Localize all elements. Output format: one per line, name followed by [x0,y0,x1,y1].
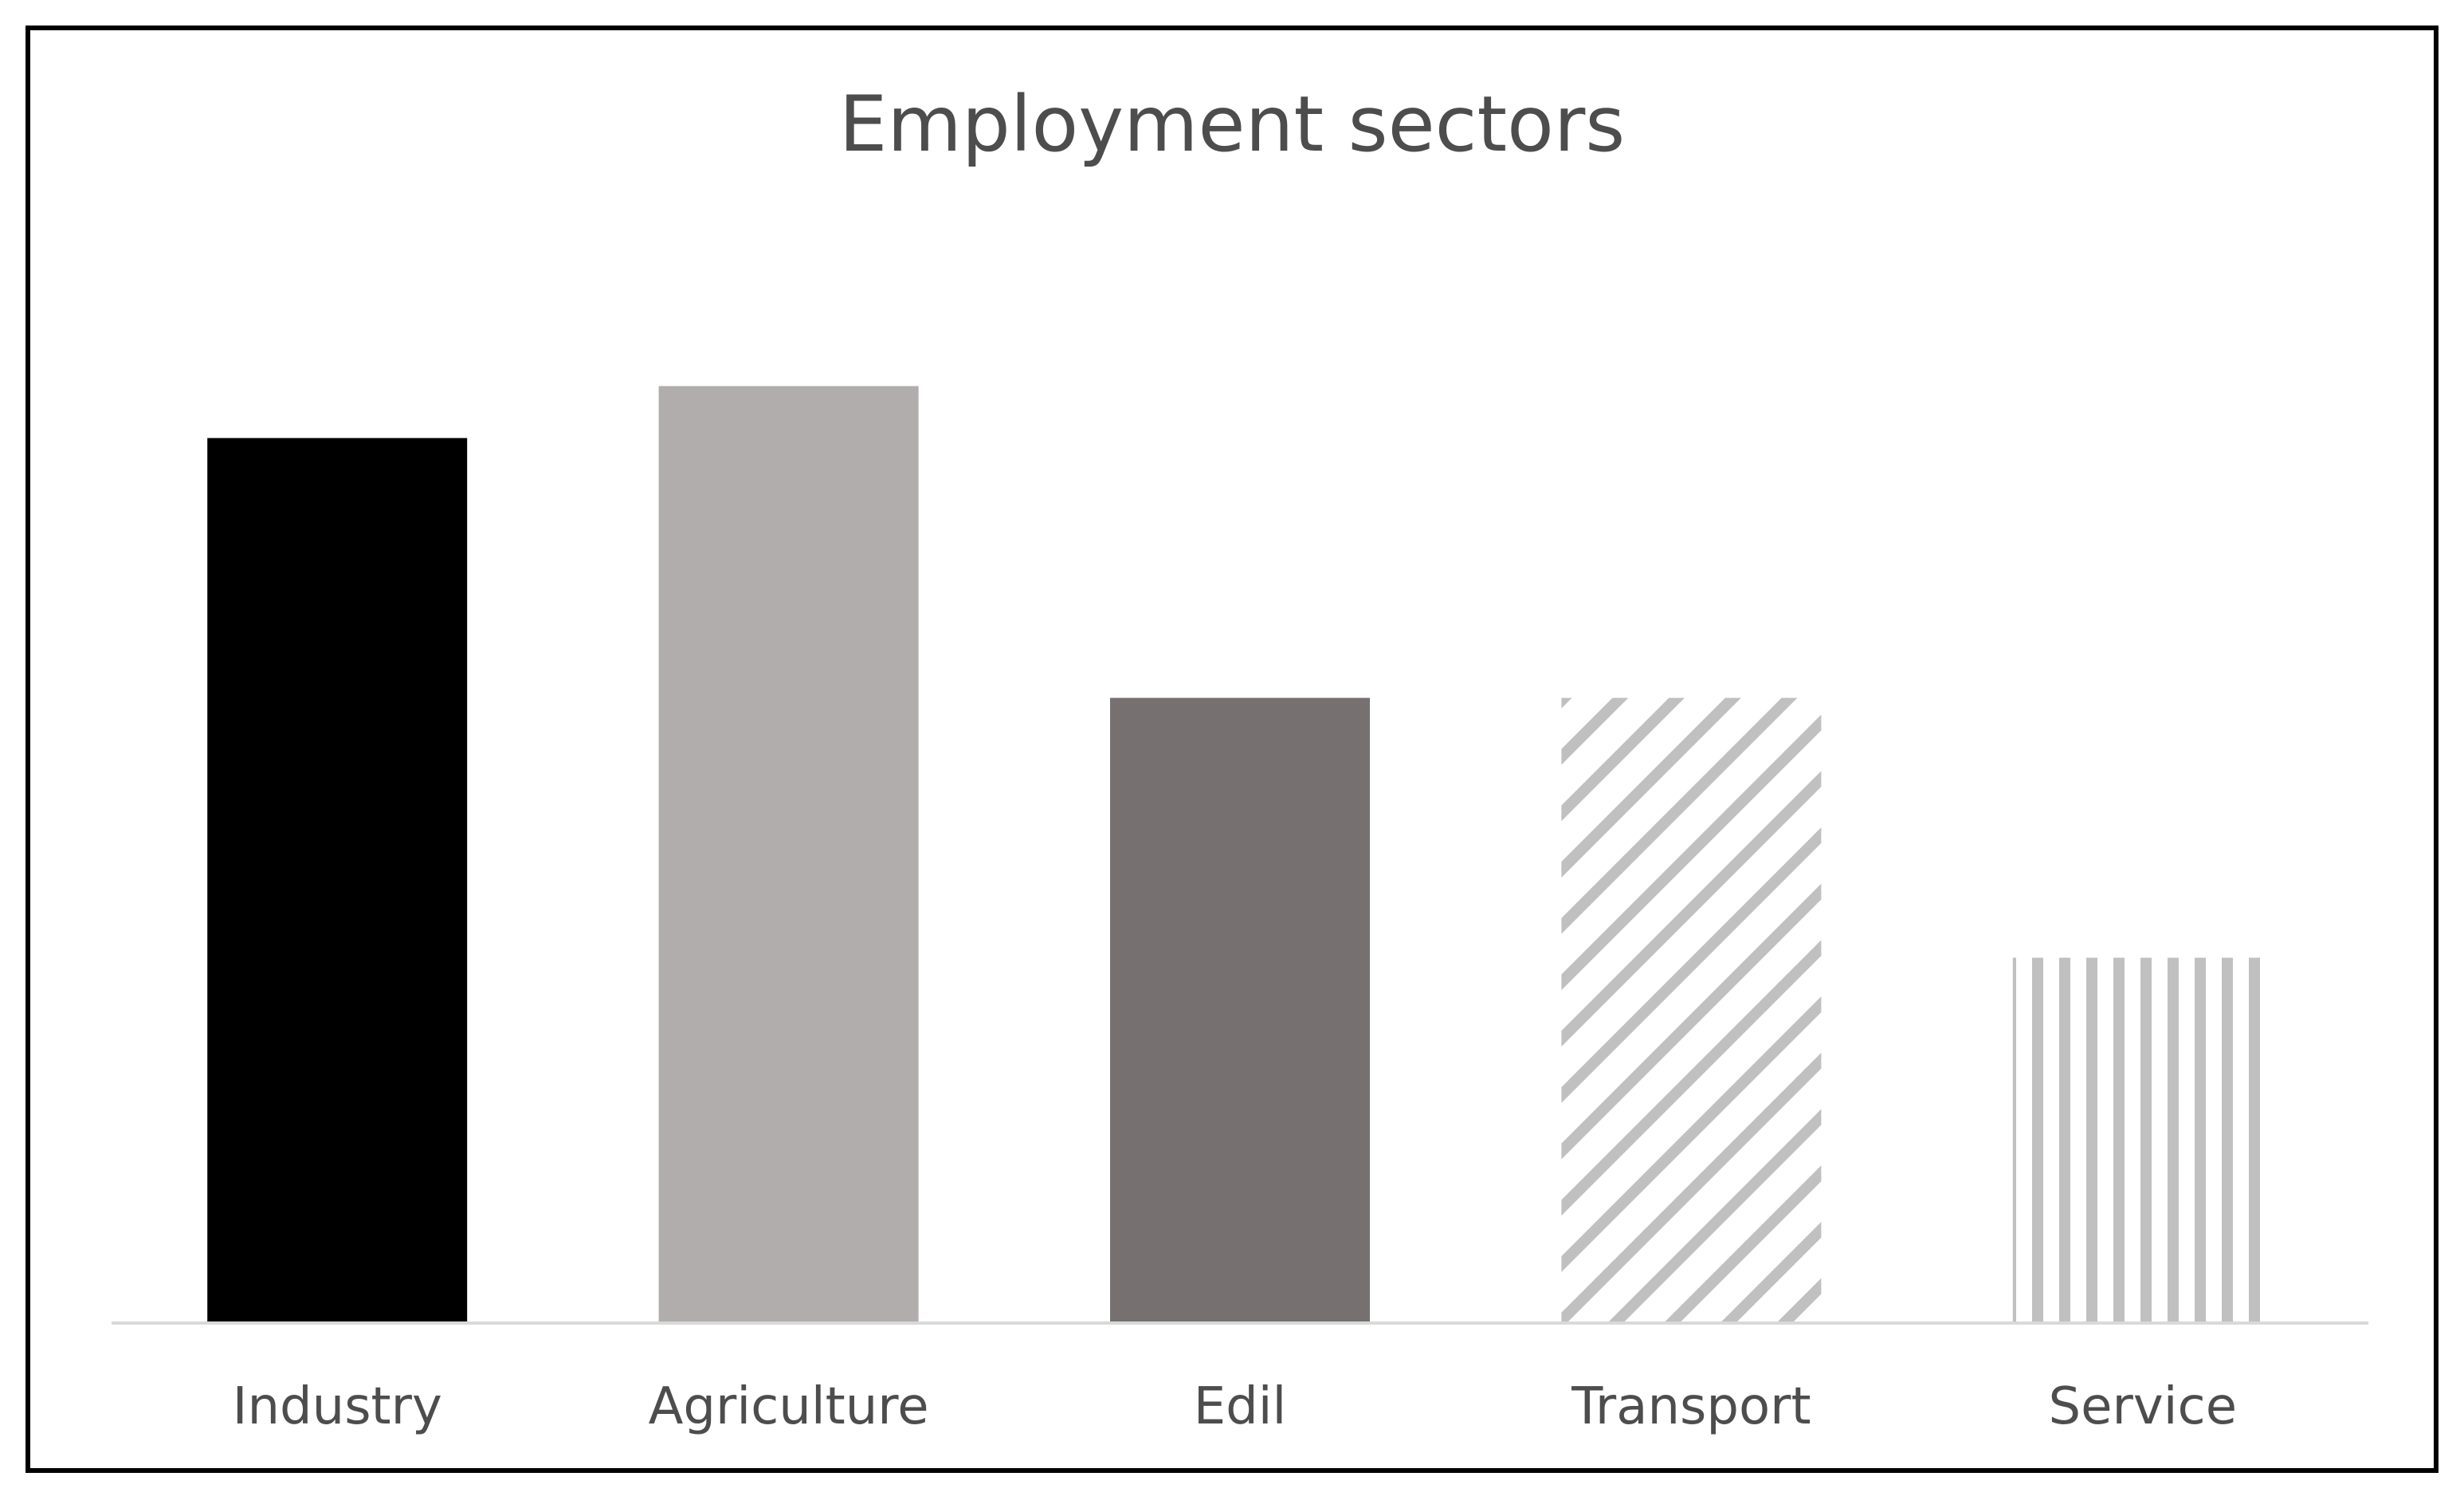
bar-service [2012,957,2273,1321]
bar-agriculture [658,386,919,1321]
bar-industry [207,438,468,1321]
category-label-service: Service [2049,1377,2238,1436]
bars-group [207,386,2273,1321]
bar-transport [1561,697,1822,1321]
chart-title: Employment sectors [838,80,1626,169]
bar-edil [1110,697,1370,1321]
category-label-transport: Transport [1571,1377,1811,1436]
category-label-agriculture: Agriculture [649,1377,929,1436]
category-label-edil: Edil [1194,1377,1287,1436]
category-labels-group: Industry Agriculture Edil Transport Service [233,1377,2237,1436]
category-label-industry: Industry [233,1377,442,1436]
